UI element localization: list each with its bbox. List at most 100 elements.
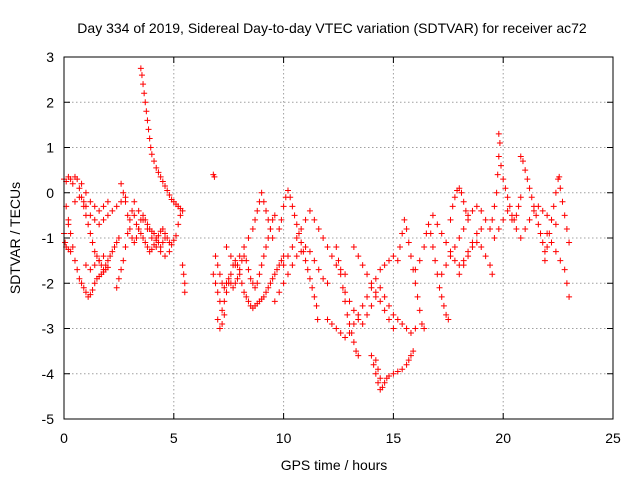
data-point <box>104 198 111 205</box>
data-point <box>280 203 287 210</box>
data-point <box>496 139 503 146</box>
data-point <box>375 379 382 386</box>
data-point <box>412 280 419 287</box>
data-point <box>489 216 496 223</box>
data-point <box>313 302 320 309</box>
data-point <box>458 189 465 196</box>
data-point <box>245 266 252 273</box>
data-point <box>556 173 563 180</box>
data-point <box>460 225 467 232</box>
data-point <box>78 280 85 287</box>
data-point <box>355 253 362 260</box>
data-point <box>155 169 162 176</box>
data-point <box>522 167 529 174</box>
data-point <box>489 271 496 278</box>
data-point <box>311 257 318 264</box>
data-point <box>370 361 377 368</box>
data-point <box>533 212 540 219</box>
data-point <box>552 189 559 196</box>
data-point <box>144 244 151 251</box>
data-point <box>427 230 434 237</box>
data-point <box>260 293 267 300</box>
x-tick-label: 20 <box>495 430 511 446</box>
data-point <box>368 302 375 309</box>
data-point <box>552 248 559 255</box>
data-point <box>328 320 335 327</box>
data-point <box>260 198 267 205</box>
data-point <box>82 203 89 210</box>
data-point <box>438 293 445 300</box>
data-point <box>159 225 166 232</box>
data-point <box>223 289 230 296</box>
data-point <box>148 151 155 158</box>
data-point <box>144 117 151 124</box>
data-point <box>238 280 245 287</box>
data-point <box>256 271 263 278</box>
x-tick-label: 25 <box>605 430 621 446</box>
data-point <box>425 221 432 228</box>
data-point <box>414 293 421 300</box>
data-point <box>181 280 188 287</box>
data-point <box>324 280 331 287</box>
data-point <box>544 244 551 251</box>
data-point <box>394 368 401 375</box>
data-point <box>140 235 147 241</box>
data-point <box>473 230 480 237</box>
data-point <box>76 275 83 282</box>
data-point <box>460 198 467 205</box>
data-point <box>346 298 353 305</box>
data-point <box>517 153 524 160</box>
data-point <box>159 178 166 185</box>
data-point <box>91 262 98 269</box>
data-point <box>124 230 131 237</box>
data-point <box>443 239 450 246</box>
data-point <box>249 225 256 232</box>
data-point <box>504 207 511 214</box>
data-point <box>500 176 507 183</box>
data-point <box>293 221 300 228</box>
data-point <box>234 275 241 282</box>
data-point <box>287 194 294 201</box>
data-point <box>263 289 270 296</box>
data-point <box>82 189 89 196</box>
data-point <box>394 316 401 323</box>
data-point <box>381 262 388 269</box>
data-point <box>372 357 379 364</box>
data-point <box>104 264 111 271</box>
data-point <box>129 207 136 214</box>
y-tick-label: 0 <box>46 185 54 201</box>
data-point <box>309 284 316 291</box>
data-point <box>306 248 313 255</box>
data-point <box>491 203 498 210</box>
data-point <box>85 221 92 228</box>
data-point <box>180 271 187 278</box>
data-point <box>561 212 568 219</box>
data-point <box>159 239 166 246</box>
data-point <box>350 307 357 314</box>
data-point <box>447 253 454 260</box>
data-point <box>265 284 272 291</box>
data-point <box>372 275 379 282</box>
data-point <box>487 262 494 269</box>
y-tick-labels: -5 -4 -3 -2 -1 0 1 2 3 <box>42 49 55 427</box>
data-point <box>405 239 412 246</box>
data-point <box>67 230 74 237</box>
data-point <box>528 194 535 201</box>
data-point <box>263 244 270 251</box>
data-point <box>445 316 452 323</box>
data-point <box>164 187 171 194</box>
y-tick-label: -4 <box>42 366 55 382</box>
data-point <box>377 266 384 273</box>
data-point <box>386 373 393 380</box>
data-point <box>135 207 142 214</box>
data-point <box>333 325 340 332</box>
data-point <box>151 230 158 237</box>
data-point <box>306 275 313 282</box>
data-point <box>91 248 98 255</box>
data-point <box>438 271 445 278</box>
data-point <box>100 253 107 260</box>
data-point <box>289 203 296 210</box>
data-point <box>177 205 184 212</box>
data-point <box>82 289 89 296</box>
data-point <box>342 289 349 296</box>
